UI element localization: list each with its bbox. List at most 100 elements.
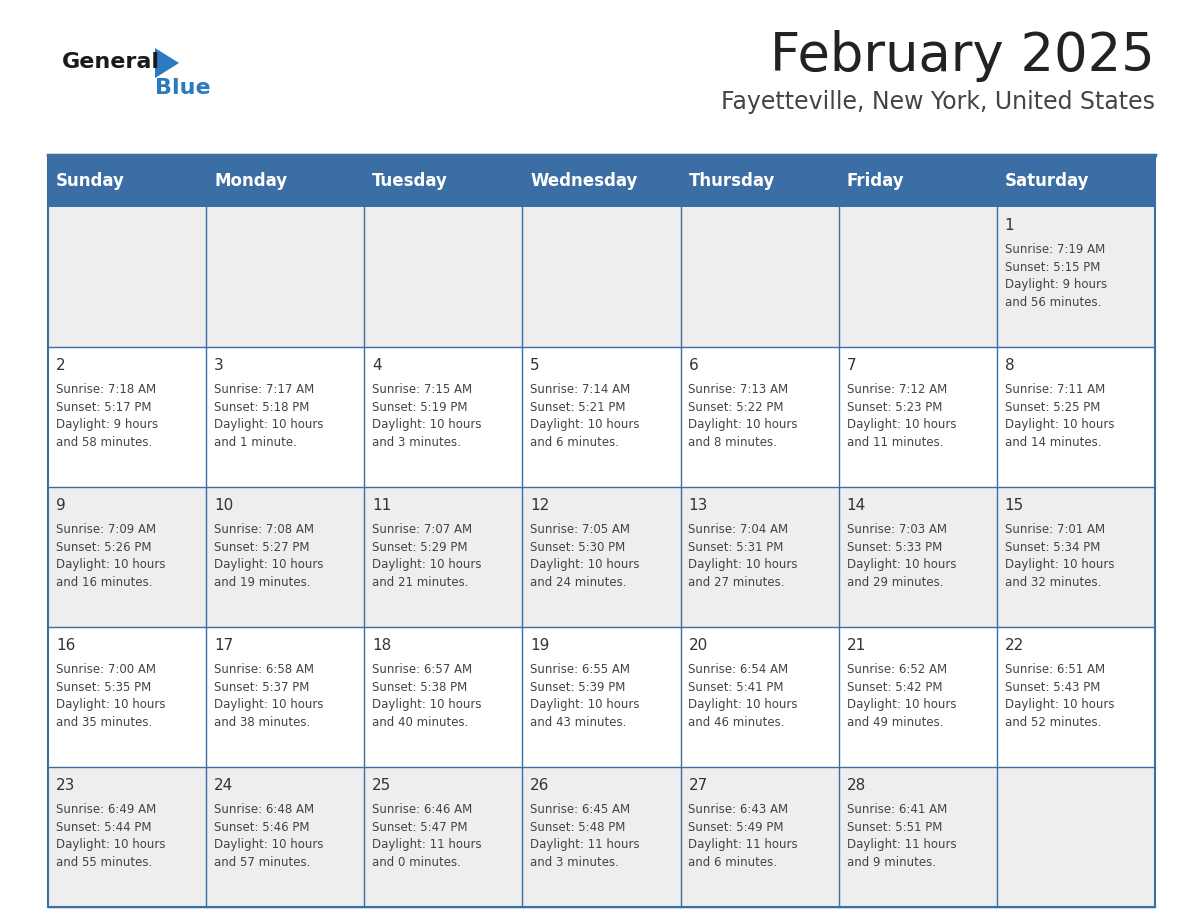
Text: Fayetteville, New York, United States: Fayetteville, New York, United States xyxy=(721,90,1155,114)
Text: Sunrise: 7:08 AM
Sunset: 5:27 PM
Daylight: 10 hours
and 19 minutes.: Sunrise: 7:08 AM Sunset: 5:27 PM Dayligh… xyxy=(214,523,323,589)
Text: Sunrise: 7:11 AM
Sunset: 5:25 PM
Daylight: 10 hours
and 14 minutes.: Sunrise: 7:11 AM Sunset: 5:25 PM Dayligh… xyxy=(1005,384,1114,449)
Text: Sunday: Sunday xyxy=(56,172,125,190)
Text: 7: 7 xyxy=(847,358,857,374)
Text: Sunrise: 7:00 AM
Sunset: 5:35 PM
Daylight: 10 hours
and 35 minutes.: Sunrise: 7:00 AM Sunset: 5:35 PM Dayligh… xyxy=(56,664,165,729)
Text: Sunrise: 7:01 AM
Sunset: 5:34 PM
Daylight: 10 hours
and 32 minutes.: Sunrise: 7:01 AM Sunset: 5:34 PM Dayligh… xyxy=(1005,523,1114,589)
Polygon shape xyxy=(154,48,179,78)
Text: 1: 1 xyxy=(1005,218,1015,233)
Text: Blue: Blue xyxy=(154,78,210,98)
Bar xyxy=(207,207,365,347)
Text: Sunrise: 6:48 AM
Sunset: 5:46 PM
Daylight: 10 hours
and 57 minutes.: Sunrise: 6:48 AM Sunset: 5:46 PM Dayligh… xyxy=(214,803,323,869)
Text: Sunrise: 7:17 AM
Sunset: 5:18 PM
Daylight: 10 hours
and 1 minute.: Sunrise: 7:17 AM Sunset: 5:18 PM Dayligh… xyxy=(214,384,323,449)
Bar xyxy=(207,767,365,907)
Bar xyxy=(681,627,839,767)
Bar xyxy=(681,767,839,907)
Text: Thursday: Thursday xyxy=(689,172,775,190)
Bar xyxy=(523,767,681,907)
Text: Sunrise: 6:57 AM
Sunset: 5:38 PM
Daylight: 10 hours
and 40 minutes.: Sunrise: 6:57 AM Sunset: 5:38 PM Dayligh… xyxy=(372,664,481,729)
Text: Sunrise: 6:58 AM
Sunset: 5:37 PM
Daylight: 10 hours
and 38 minutes.: Sunrise: 6:58 AM Sunset: 5:37 PM Dayligh… xyxy=(214,664,323,729)
Bar xyxy=(523,627,681,767)
Bar xyxy=(48,767,207,907)
Text: Sunrise: 7:03 AM
Sunset: 5:33 PM
Daylight: 10 hours
and 29 minutes.: Sunrise: 7:03 AM Sunset: 5:33 PM Dayligh… xyxy=(847,523,956,589)
Text: Sunrise: 6:46 AM
Sunset: 5:47 PM
Daylight: 11 hours
and 0 minutes.: Sunrise: 6:46 AM Sunset: 5:47 PM Dayligh… xyxy=(372,803,482,869)
Bar xyxy=(839,627,997,767)
Bar xyxy=(997,207,1155,347)
Bar xyxy=(997,487,1155,627)
Text: 3: 3 xyxy=(214,358,223,374)
Text: 8: 8 xyxy=(1005,358,1015,374)
Text: Sunrise: 6:55 AM
Sunset: 5:39 PM
Daylight: 10 hours
and 43 minutes.: Sunrise: 6:55 AM Sunset: 5:39 PM Dayligh… xyxy=(530,664,640,729)
Text: Sunrise: 7:04 AM
Sunset: 5:31 PM
Daylight: 10 hours
and 27 minutes.: Sunrise: 7:04 AM Sunset: 5:31 PM Dayligh… xyxy=(689,523,798,589)
Text: 22: 22 xyxy=(1005,638,1024,654)
Text: 25: 25 xyxy=(372,778,391,793)
Text: Sunrise: 7:15 AM
Sunset: 5:19 PM
Daylight: 10 hours
and 3 minutes.: Sunrise: 7:15 AM Sunset: 5:19 PM Dayligh… xyxy=(372,384,481,449)
Text: Saturday: Saturday xyxy=(1005,172,1089,190)
Text: 26: 26 xyxy=(530,778,550,793)
Text: Monday: Monday xyxy=(214,172,287,190)
Bar xyxy=(997,767,1155,907)
Bar xyxy=(523,347,681,487)
Bar xyxy=(207,347,365,487)
Text: 14: 14 xyxy=(847,498,866,513)
Text: 11: 11 xyxy=(372,498,391,513)
Bar xyxy=(207,627,365,767)
Text: Friday: Friday xyxy=(847,172,904,190)
Text: Sunrise: 6:51 AM
Sunset: 5:43 PM
Daylight: 10 hours
and 52 minutes.: Sunrise: 6:51 AM Sunset: 5:43 PM Dayligh… xyxy=(1005,664,1114,729)
Text: 5: 5 xyxy=(530,358,541,374)
Text: Wednesday: Wednesday xyxy=(530,172,638,190)
Text: Tuesday: Tuesday xyxy=(372,172,448,190)
Bar xyxy=(48,155,1155,907)
Bar xyxy=(365,487,523,627)
Bar xyxy=(523,487,681,627)
Text: 20: 20 xyxy=(689,638,708,654)
Text: Sunrise: 7:14 AM
Sunset: 5:21 PM
Daylight: 10 hours
and 6 minutes.: Sunrise: 7:14 AM Sunset: 5:21 PM Dayligh… xyxy=(530,384,640,449)
Text: Sunrise: 7:05 AM
Sunset: 5:30 PM
Daylight: 10 hours
and 24 minutes.: Sunrise: 7:05 AM Sunset: 5:30 PM Dayligh… xyxy=(530,523,640,589)
Text: Sunrise: 7:12 AM
Sunset: 5:23 PM
Daylight: 10 hours
and 11 minutes.: Sunrise: 7:12 AM Sunset: 5:23 PM Dayligh… xyxy=(847,384,956,449)
Bar xyxy=(523,207,681,347)
Text: General: General xyxy=(62,52,160,72)
Bar xyxy=(365,767,523,907)
Bar xyxy=(681,207,839,347)
Bar xyxy=(48,155,1155,207)
Text: Sunrise: 6:43 AM
Sunset: 5:49 PM
Daylight: 11 hours
and 6 minutes.: Sunrise: 6:43 AM Sunset: 5:49 PM Dayligh… xyxy=(689,803,798,869)
Text: 19: 19 xyxy=(530,638,550,654)
Bar xyxy=(365,627,523,767)
Bar xyxy=(48,207,207,347)
Text: 9: 9 xyxy=(56,498,65,513)
Text: 21: 21 xyxy=(847,638,866,654)
Text: Sunrise: 6:54 AM
Sunset: 5:41 PM
Daylight: 10 hours
and 46 minutes.: Sunrise: 6:54 AM Sunset: 5:41 PM Dayligh… xyxy=(689,664,798,729)
Bar xyxy=(681,487,839,627)
Text: February 2025: February 2025 xyxy=(770,30,1155,82)
Text: Sunrise: 6:45 AM
Sunset: 5:48 PM
Daylight: 11 hours
and 3 minutes.: Sunrise: 6:45 AM Sunset: 5:48 PM Dayligh… xyxy=(530,803,640,869)
Text: Sunrise: 6:49 AM
Sunset: 5:44 PM
Daylight: 10 hours
and 55 minutes.: Sunrise: 6:49 AM Sunset: 5:44 PM Dayligh… xyxy=(56,803,165,869)
Bar xyxy=(839,767,997,907)
Text: 10: 10 xyxy=(214,498,233,513)
Text: 4: 4 xyxy=(372,358,381,374)
Bar xyxy=(681,347,839,487)
Bar xyxy=(997,627,1155,767)
Bar xyxy=(365,207,523,347)
Text: 24: 24 xyxy=(214,778,233,793)
Text: 28: 28 xyxy=(847,778,866,793)
Text: Sunrise: 7:07 AM
Sunset: 5:29 PM
Daylight: 10 hours
and 21 minutes.: Sunrise: 7:07 AM Sunset: 5:29 PM Dayligh… xyxy=(372,523,481,589)
Text: Sunrise: 7:19 AM
Sunset: 5:15 PM
Daylight: 9 hours
and 56 minutes.: Sunrise: 7:19 AM Sunset: 5:15 PM Dayligh… xyxy=(1005,243,1107,308)
Bar xyxy=(48,487,207,627)
Text: 6: 6 xyxy=(689,358,699,374)
Text: 12: 12 xyxy=(530,498,550,513)
Bar xyxy=(997,347,1155,487)
Text: Sunrise: 6:41 AM
Sunset: 5:51 PM
Daylight: 11 hours
and 9 minutes.: Sunrise: 6:41 AM Sunset: 5:51 PM Dayligh… xyxy=(847,803,956,869)
Text: Sunrise: 7:18 AM
Sunset: 5:17 PM
Daylight: 9 hours
and 58 minutes.: Sunrise: 7:18 AM Sunset: 5:17 PM Dayligh… xyxy=(56,384,158,449)
Text: 17: 17 xyxy=(214,638,233,654)
Bar xyxy=(48,347,207,487)
Bar xyxy=(48,627,207,767)
Text: 23: 23 xyxy=(56,778,75,793)
Bar xyxy=(839,207,997,347)
Bar xyxy=(839,347,997,487)
Text: 27: 27 xyxy=(689,778,708,793)
Bar xyxy=(207,487,365,627)
Text: 16: 16 xyxy=(56,638,75,654)
Text: Sunrise: 7:13 AM
Sunset: 5:22 PM
Daylight: 10 hours
and 8 minutes.: Sunrise: 7:13 AM Sunset: 5:22 PM Dayligh… xyxy=(689,384,798,449)
Bar xyxy=(365,347,523,487)
Bar xyxy=(839,487,997,627)
Text: Sunrise: 6:52 AM
Sunset: 5:42 PM
Daylight: 10 hours
and 49 minutes.: Sunrise: 6:52 AM Sunset: 5:42 PM Dayligh… xyxy=(847,664,956,729)
